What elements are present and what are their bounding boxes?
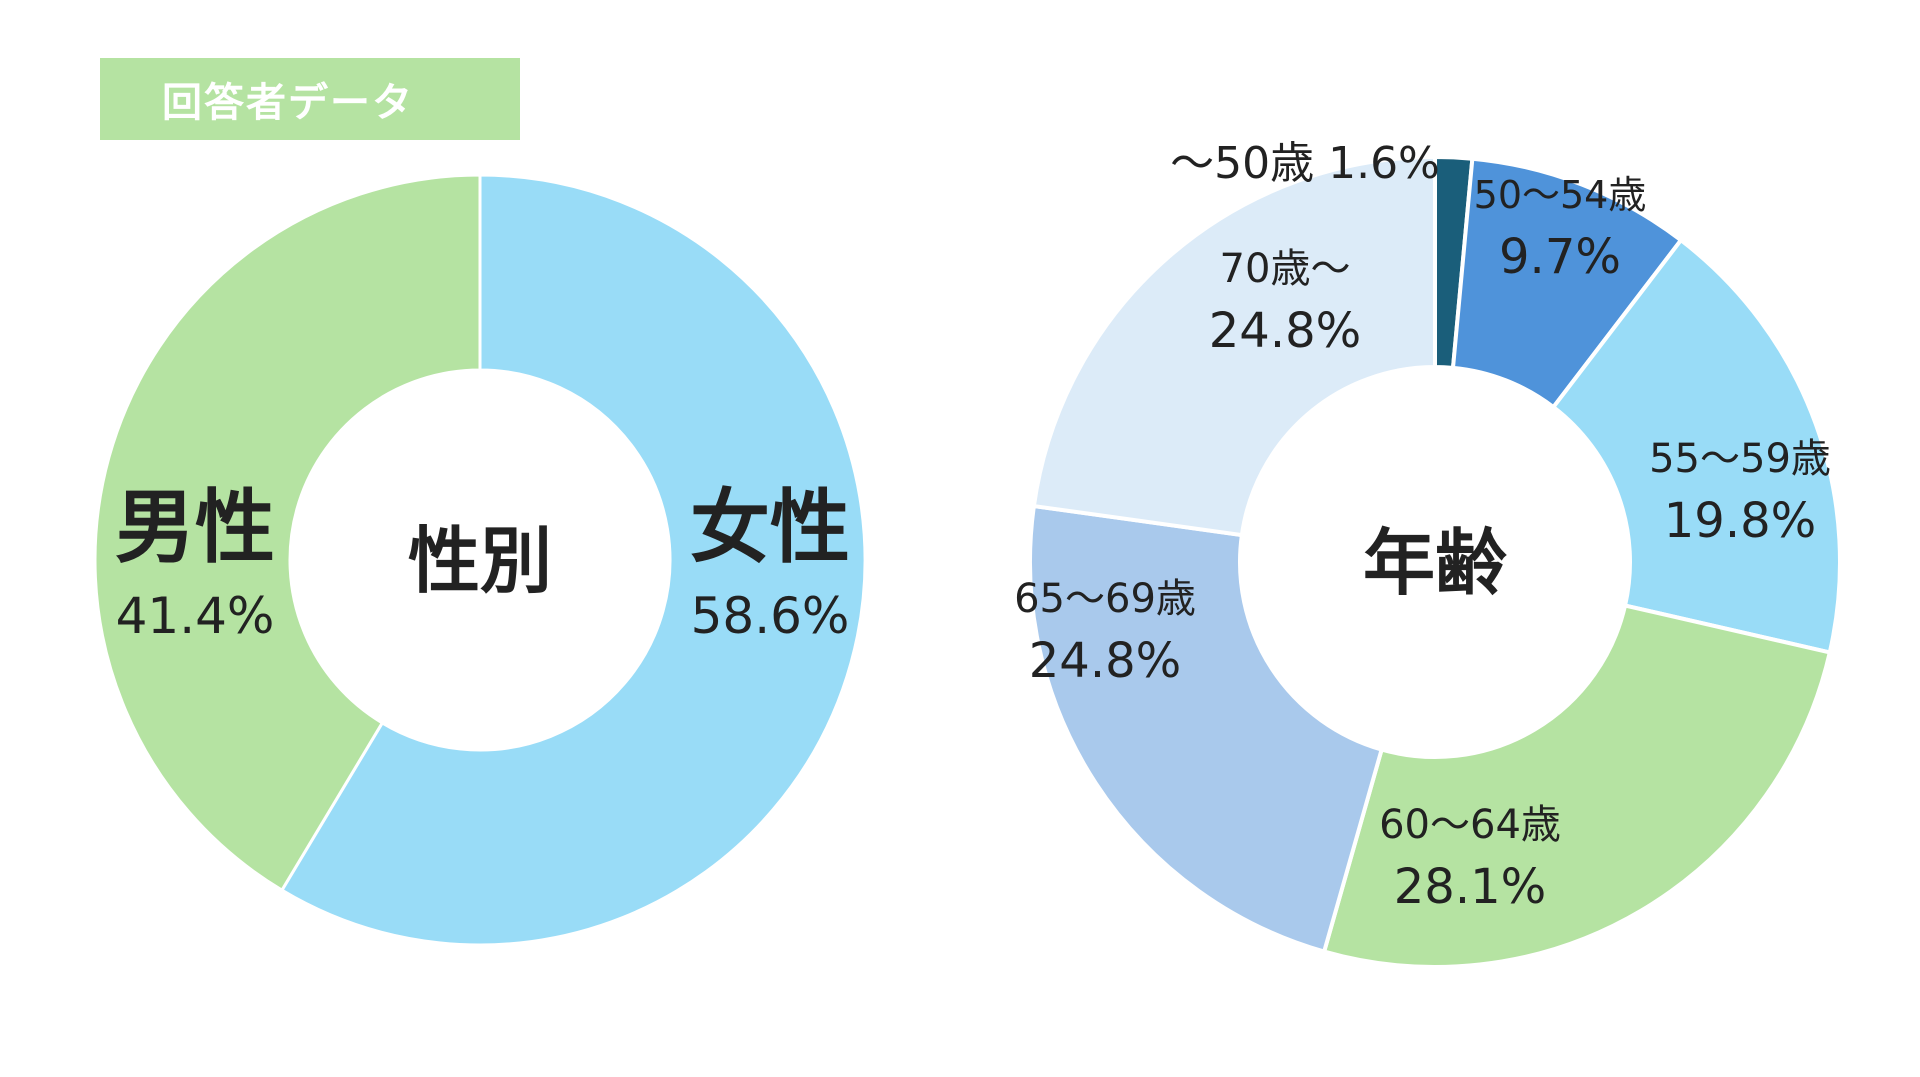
header-tag: 回答者データ	[100, 58, 520, 140]
slice-name-3: 60～64歳	[1379, 802, 1561, 848]
slice-name-2: 55～59歳	[1649, 436, 1831, 482]
slice-name-1: 50～54歳	[1474, 173, 1647, 217]
slice-value-3: 28.1%	[1394, 859, 1546, 915]
slice-name-5: 70歳～	[1220, 246, 1351, 292]
slice-value-1: 9.7%	[1499, 229, 1621, 285]
slice-label-0: ～50歳 1.6%	[1170, 138, 1440, 189]
age-donut-chart: 年齢 ～50歳 1.6% 50～54歳 9.7% 55～59歳 19.8% 60～64歳 28…	[1014, 138, 1842, 969]
gender-donut-chart: 性別 女性 58.6% 男性 41.4%	[93, 173, 867, 947]
slice-3	[1321, 603, 1833, 969]
slice-name-1: 男性	[115, 481, 275, 574]
slice-value-0: 58.6%	[691, 587, 850, 645]
slice-value-5: 24.8%	[1209, 303, 1361, 359]
slice-value-2: 19.8%	[1664, 493, 1816, 549]
slice-value-1: 41.4%	[116, 587, 275, 645]
chart-center-label: 性別	[408, 519, 552, 603]
slice-5	[1031, 154, 1437, 538]
slice-2	[1550, 237, 1842, 655]
slice-name-0: 女性	[690, 481, 850, 574]
slice-1	[93, 173, 482, 893]
slice-4	[1028, 503, 1385, 955]
slice-value-4: 24.8%	[1029, 633, 1181, 689]
slice-0	[279, 173, 867, 947]
slice-name-4: 65～69歳	[1014, 576, 1196, 622]
chart-center-label: 年齢	[1363, 521, 1507, 605]
